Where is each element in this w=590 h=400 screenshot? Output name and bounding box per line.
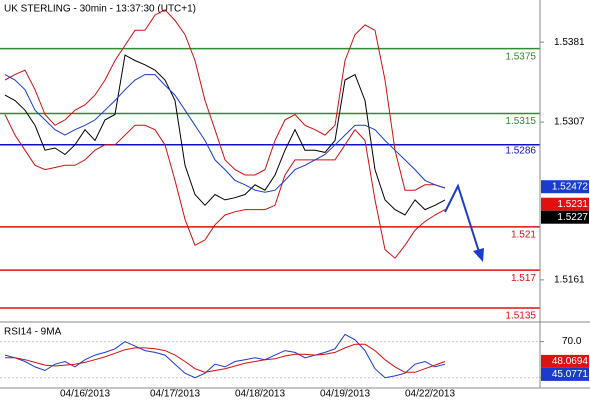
level-label: 1.5286 [505, 145, 536, 156]
chart-title: UK STERLING - 30min - 13:37:30 (UTC+1) [4, 4, 196, 15]
y-tick-label: 1.5307 [554, 117, 585, 128]
value-box-label: 1.5231 [557, 199, 588, 210]
value-box [541, 180, 589, 194]
y-tick-label: 1.5381 [554, 37, 585, 48]
level-label: 1.521 [511, 230, 536, 241]
x-tick-label: 04/22/2013 [405, 389, 455, 400]
forecast-arrow [444, 183, 481, 256]
series-line [5, 343, 446, 373]
value-box [541, 197, 589, 211]
level-label: 1.5375 [505, 51, 536, 62]
plot-layer: 1.5381 1.5307 1.5161 1.5375 1.5315 1.5286 1.52… [0, 9, 589, 400]
level-label: 1.5315 [505, 116, 536, 127]
series-line [4, 74, 446, 193]
panel-title: RSI14 - 9MA [4, 327, 62, 338]
value-box-label: 48.0694 [552, 356, 589, 367]
series-line [4, 333, 446, 379]
value-box-label: 1.5227 [557, 212, 588, 223]
value-box-label: 1.52472 [552, 181, 589, 192]
series-line [4, 114, 446, 259]
y-tick-label: 1.5161 [554, 274, 585, 285]
value-box [541, 354, 589, 368]
x-tick-label: 04/18/2013 [235, 389, 285, 400]
value-box [541, 367, 589, 381]
series-line [4, 9, 446, 191]
series-line [4, 54, 446, 216]
value-box-label: 45.0771 [552, 369, 589, 380]
y-tick-label: 70.0 [562, 336, 582, 347]
arrow-head [473, 248, 484, 262]
x-tick-label: 04/19/2013 [320, 389, 370, 400]
level-label: 1.517 [511, 273, 536, 284]
level-label: 1.5135 [505, 311, 536, 322]
x-tick-label: 04/16/2013 [60, 389, 110, 400]
value-box [541, 210, 589, 224]
x-tick-label: 04/17/2013 [150, 389, 200, 400]
